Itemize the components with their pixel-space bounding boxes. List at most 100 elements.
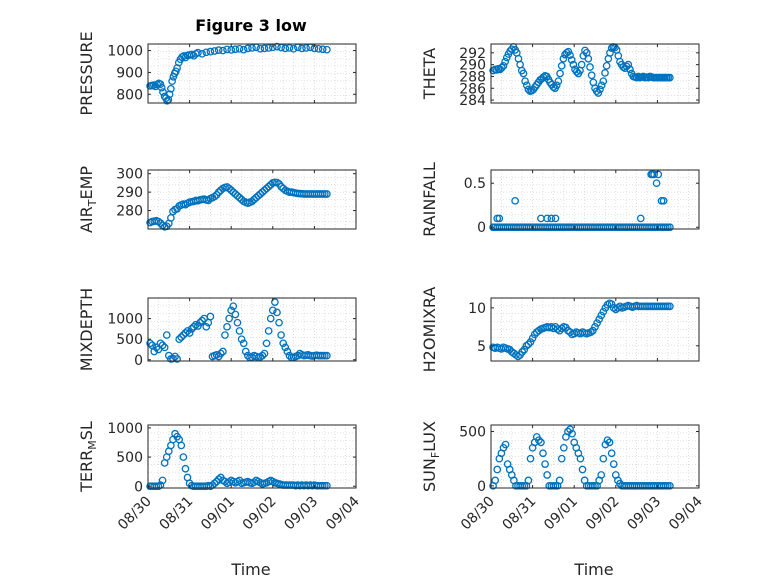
y-axis-label: SUNFLUX <box>420 421 442 492</box>
y-tick-label: 286 <box>459 81 486 97</box>
data-point <box>196 318 204 327</box>
y-tick-label: 280 <box>116 204 143 220</box>
data-point <box>605 438 614 447</box>
data-point <box>530 330 539 339</box>
data-point <box>210 192 219 201</box>
plot-area <box>148 298 356 361</box>
data-point <box>187 325 196 333</box>
y-tick-label: 290 <box>459 58 486 74</box>
data-point <box>624 60 633 69</box>
data-point <box>501 440 510 449</box>
data-point <box>237 335 246 344</box>
y-axis-label: H2OMIXRA <box>420 287 439 373</box>
data-point <box>223 45 231 54</box>
data-point <box>183 327 192 335</box>
data-point <box>666 481 674 490</box>
data-point <box>576 454 585 463</box>
data-point <box>599 307 608 316</box>
x-axis-label-right: Time <box>573 560 613 579</box>
data-point <box>285 44 294 52</box>
data-point <box>185 329 194 337</box>
data-point <box>514 352 522 361</box>
y-tick-label: 500 <box>116 450 143 466</box>
data-point <box>165 90 174 99</box>
y-tick-label: 10 <box>468 301 486 317</box>
data-point <box>528 334 537 343</box>
data-point <box>493 465 502 474</box>
figure-title: Figure 3 low <box>195 16 307 35</box>
data-point <box>233 318 242 327</box>
data-point <box>275 318 283 327</box>
data-point <box>214 46 223 54</box>
data-point <box>543 214 552 223</box>
data-point <box>198 49 206 58</box>
data-point <box>169 354 177 363</box>
data-point <box>273 308 281 317</box>
y-tick-label: 1000 <box>107 44 143 60</box>
data-point <box>547 214 556 223</box>
data-point <box>497 63 506 72</box>
y-axis-label: TERRMSL <box>77 421 99 493</box>
data-point <box>243 44 252 53</box>
data-point <box>289 44 298 53</box>
y-axis-label: PRESSURE <box>77 31 96 115</box>
axes-box <box>147 169 357 230</box>
data-point <box>602 61 611 70</box>
data-point <box>505 345 514 354</box>
data-point <box>281 44 290 53</box>
axes-box <box>147 424 357 489</box>
y-tick-label: 1000 <box>107 312 143 328</box>
data-point <box>502 53 511 62</box>
data-point <box>210 479 219 488</box>
data-point <box>175 335 184 344</box>
data-point <box>534 436 543 445</box>
data-point <box>219 347 227 356</box>
data-point <box>543 471 552 479</box>
data-point <box>597 81 606 90</box>
data-point <box>314 44 323 53</box>
plot-area <box>491 425 699 488</box>
data-point <box>537 438 545 447</box>
y-tick-label: 300 <box>116 167 143 183</box>
data-point <box>557 454 566 463</box>
y-tick-label: 0 <box>134 479 143 495</box>
data-point <box>158 476 167 485</box>
data-point <box>273 42 281 51</box>
y-tick-label: 0 <box>477 479 486 495</box>
data-point <box>158 341 167 350</box>
data-point <box>666 302 674 311</box>
data-point <box>235 44 244 53</box>
data-point <box>235 327 244 335</box>
data-point <box>666 73 674 82</box>
data-point <box>227 306 236 315</box>
data-point <box>601 440 610 449</box>
data-point <box>216 349 225 358</box>
data-point <box>577 60 586 69</box>
data-point <box>594 89 603 97</box>
y-axis-label: AIRTEMP <box>77 166 99 233</box>
data-point <box>260 44 269 53</box>
data-point <box>177 441 186 450</box>
data-point <box>595 315 604 324</box>
data-point <box>229 302 238 311</box>
data-point <box>569 60 578 69</box>
data-point <box>603 300 612 309</box>
data-point <box>241 347 250 356</box>
data-point <box>584 54 593 63</box>
data-point <box>607 44 616 52</box>
subplot-mixdepth: 0 500 1000 MIXDEPTH <box>77 288 357 371</box>
data-point <box>239 339 248 348</box>
data-point <box>652 179 661 188</box>
data-point <box>607 300 616 308</box>
y-axis-label: MIXDEPTH <box>77 288 96 371</box>
data-point <box>495 214 504 223</box>
data-point <box>591 322 599 331</box>
data-point <box>587 71 596 80</box>
data-point <box>597 311 606 320</box>
data-point <box>323 351 331 360</box>
data-point <box>177 333 186 341</box>
data-point <box>181 464 190 473</box>
data-point <box>650 170 658 179</box>
data-point <box>202 322 211 331</box>
